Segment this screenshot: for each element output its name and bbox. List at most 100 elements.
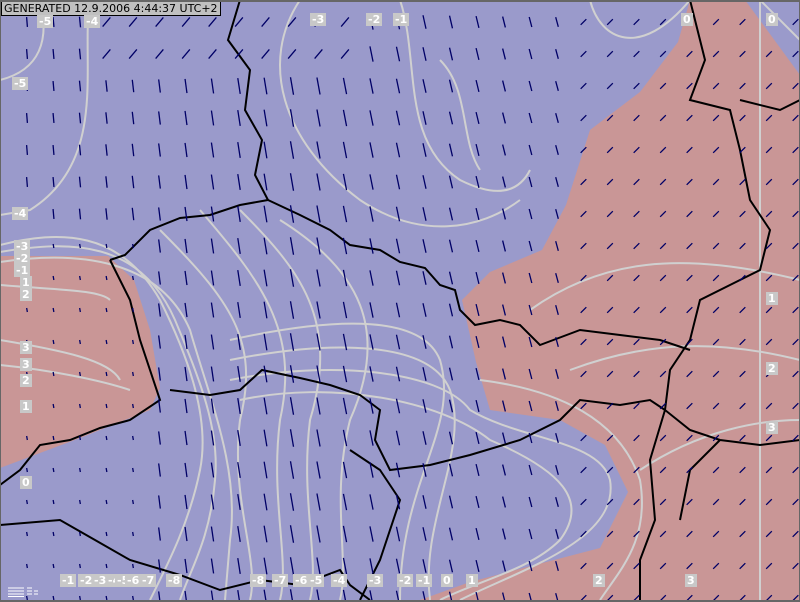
wind-arrow-icon	[765, 434, 773, 442]
wind-arrow-icon	[633, 562, 640, 570]
wind-arrow-icon	[633, 370, 640, 378]
wind-arrow-icon	[686, 498, 693, 506]
wind-arrow-icon	[158, 591, 161, 600]
wind-arrow-icon	[659, 370, 667, 378]
contour-label: 2	[766, 362, 778, 375]
wind-arrow-icon	[528, 144, 533, 156]
wind-arrow-icon	[395, 78, 401, 94]
wind-arrow-icon	[659, 434, 667, 442]
wind-arrow-icon	[105, 371, 108, 377]
wind-arrow-icon	[52, 144, 55, 156]
wind-arrow-icon	[52, 275, 55, 281]
wind-arrow-icon	[263, 109, 268, 127]
wind-arrow-icon	[633, 530, 640, 538]
wind-arrow-icon	[342, 237, 348, 255]
wind-arrow-icon	[289, 461, 295, 479]
wind-arrow-icon	[105, 307, 108, 313]
wind-arrow-icon	[765, 114, 773, 122]
wind-arrow-icon	[158, 527, 161, 541]
wind-arrow-icon	[712, 434, 720, 442]
wind-arrow-icon	[78, 80, 82, 92]
wind-arrow-icon	[712, 114, 720, 122]
wind-arrow-icon	[395, 270, 401, 286]
wind-arrow-icon	[448, 399, 454, 413]
wind-arrow-icon	[52, 112, 55, 124]
wind-arrow-icon	[52, 307, 55, 313]
wind-arrow-icon	[342, 109, 348, 127]
wind-arrow-icon	[155, 16, 164, 28]
wind-arrow-icon	[184, 142, 188, 158]
wind-arrow-icon	[528, 240, 533, 252]
wind-arrow-icon	[342, 365, 348, 383]
wind-arrow-icon	[792, 306, 799, 314]
wind-arrow-icon	[342, 333, 348, 351]
wind-arrow-icon	[395, 174, 401, 190]
contour-label: 2	[20, 374, 32, 387]
wind-arrow-icon	[765, 146, 773, 154]
wind-arrow-icon	[448, 527, 454, 541]
wind-arrow-icon	[210, 462, 215, 478]
legend-icon[interactable]	[8, 587, 38, 597]
wind-arrow-icon	[633, 82, 640, 90]
wind-arrow-icon	[448, 463, 454, 477]
wind-arrow-icon	[606, 146, 614, 154]
wind-arrow-icon	[633, 338, 640, 346]
wind-arrow-icon	[158, 367, 161, 381]
wind-arrow-icon	[184, 110, 188, 126]
wind-arrow-icon	[712, 242, 720, 250]
wind-arrow-icon	[712, 370, 720, 378]
wind-arrow-icon	[448, 207, 454, 221]
wind-arrow-icon	[633, 466, 640, 474]
wind-arrow-icon	[105, 499, 108, 505]
wind-arrow-icon	[528, 528, 533, 540]
wind-arrow-icon	[633, 114, 640, 122]
wind-arrow-icon	[633, 242, 640, 250]
wind-arrow-icon	[342, 589, 347, 600]
wind-arrow-icon	[342, 77, 348, 95]
wind-arrow-icon	[369, 110, 374, 126]
wind-arrow-icon	[102, 48, 111, 60]
wind-arrow-icon	[158, 79, 161, 93]
wind-arrow-icon	[210, 526, 215, 542]
contour-label: -8	[166, 574, 183, 587]
wind-arrow-icon	[580, 338, 587, 346]
wind-arrow-icon	[369, 558, 374, 574]
wind-arrow-icon	[237, 334, 241, 350]
wind-arrow-icon	[289, 205, 295, 223]
wind-arrow-icon	[765, 338, 773, 346]
wind-arrow-icon	[475, 175, 480, 189]
wind-arrow-icon	[633, 178, 640, 186]
wind-arrow-icon	[105, 595, 108, 600]
wind-arrow-icon	[289, 301, 295, 319]
wind-arrow-icon	[633, 306, 640, 314]
wind-arrow-icon	[555, 305, 559, 315]
wind-arrow-icon	[792, 242, 799, 250]
wind-arrow-icon	[739, 18, 746, 26]
wind-arrow-icon	[448, 431, 454, 445]
wind-arrow-icon	[237, 526, 241, 542]
wind-arrow-icon	[606, 306, 614, 314]
wind-arrow-icon	[105, 435, 108, 441]
wind-arrow-icon	[263, 365, 268, 383]
wind-arrow-icon	[739, 146, 746, 154]
wind-arrow-icon	[105, 208, 108, 220]
wind-arrow-icon	[502, 16, 506, 28]
wind-arrow-icon	[395, 142, 401, 158]
wind-arrow-icon	[475, 527, 480, 541]
wind-arrow-icon	[395, 430, 401, 446]
wind-arrow-icon	[528, 176, 533, 188]
wind-arrow-icon	[792, 50, 799, 58]
wind-arrow-icon	[289, 493, 295, 511]
wind-arrow-icon	[659, 114, 667, 122]
wind-arrow-icon	[287, 48, 297, 60]
wind-arrow-icon	[158, 399, 161, 413]
wind-arrow-icon	[739, 434, 746, 442]
wind-arrow-icon	[633, 402, 640, 410]
wind-arrow-icon	[342, 397, 348, 415]
wind-arrow-icon	[422, 559, 427, 573]
wind-arrow-icon	[792, 146, 799, 154]
wind-arrow-icon	[712, 178, 720, 186]
wind-arrow-icon	[528, 368, 533, 380]
wind-arrow-icon	[263, 269, 268, 287]
wind-arrow-icon	[448, 143, 454, 157]
